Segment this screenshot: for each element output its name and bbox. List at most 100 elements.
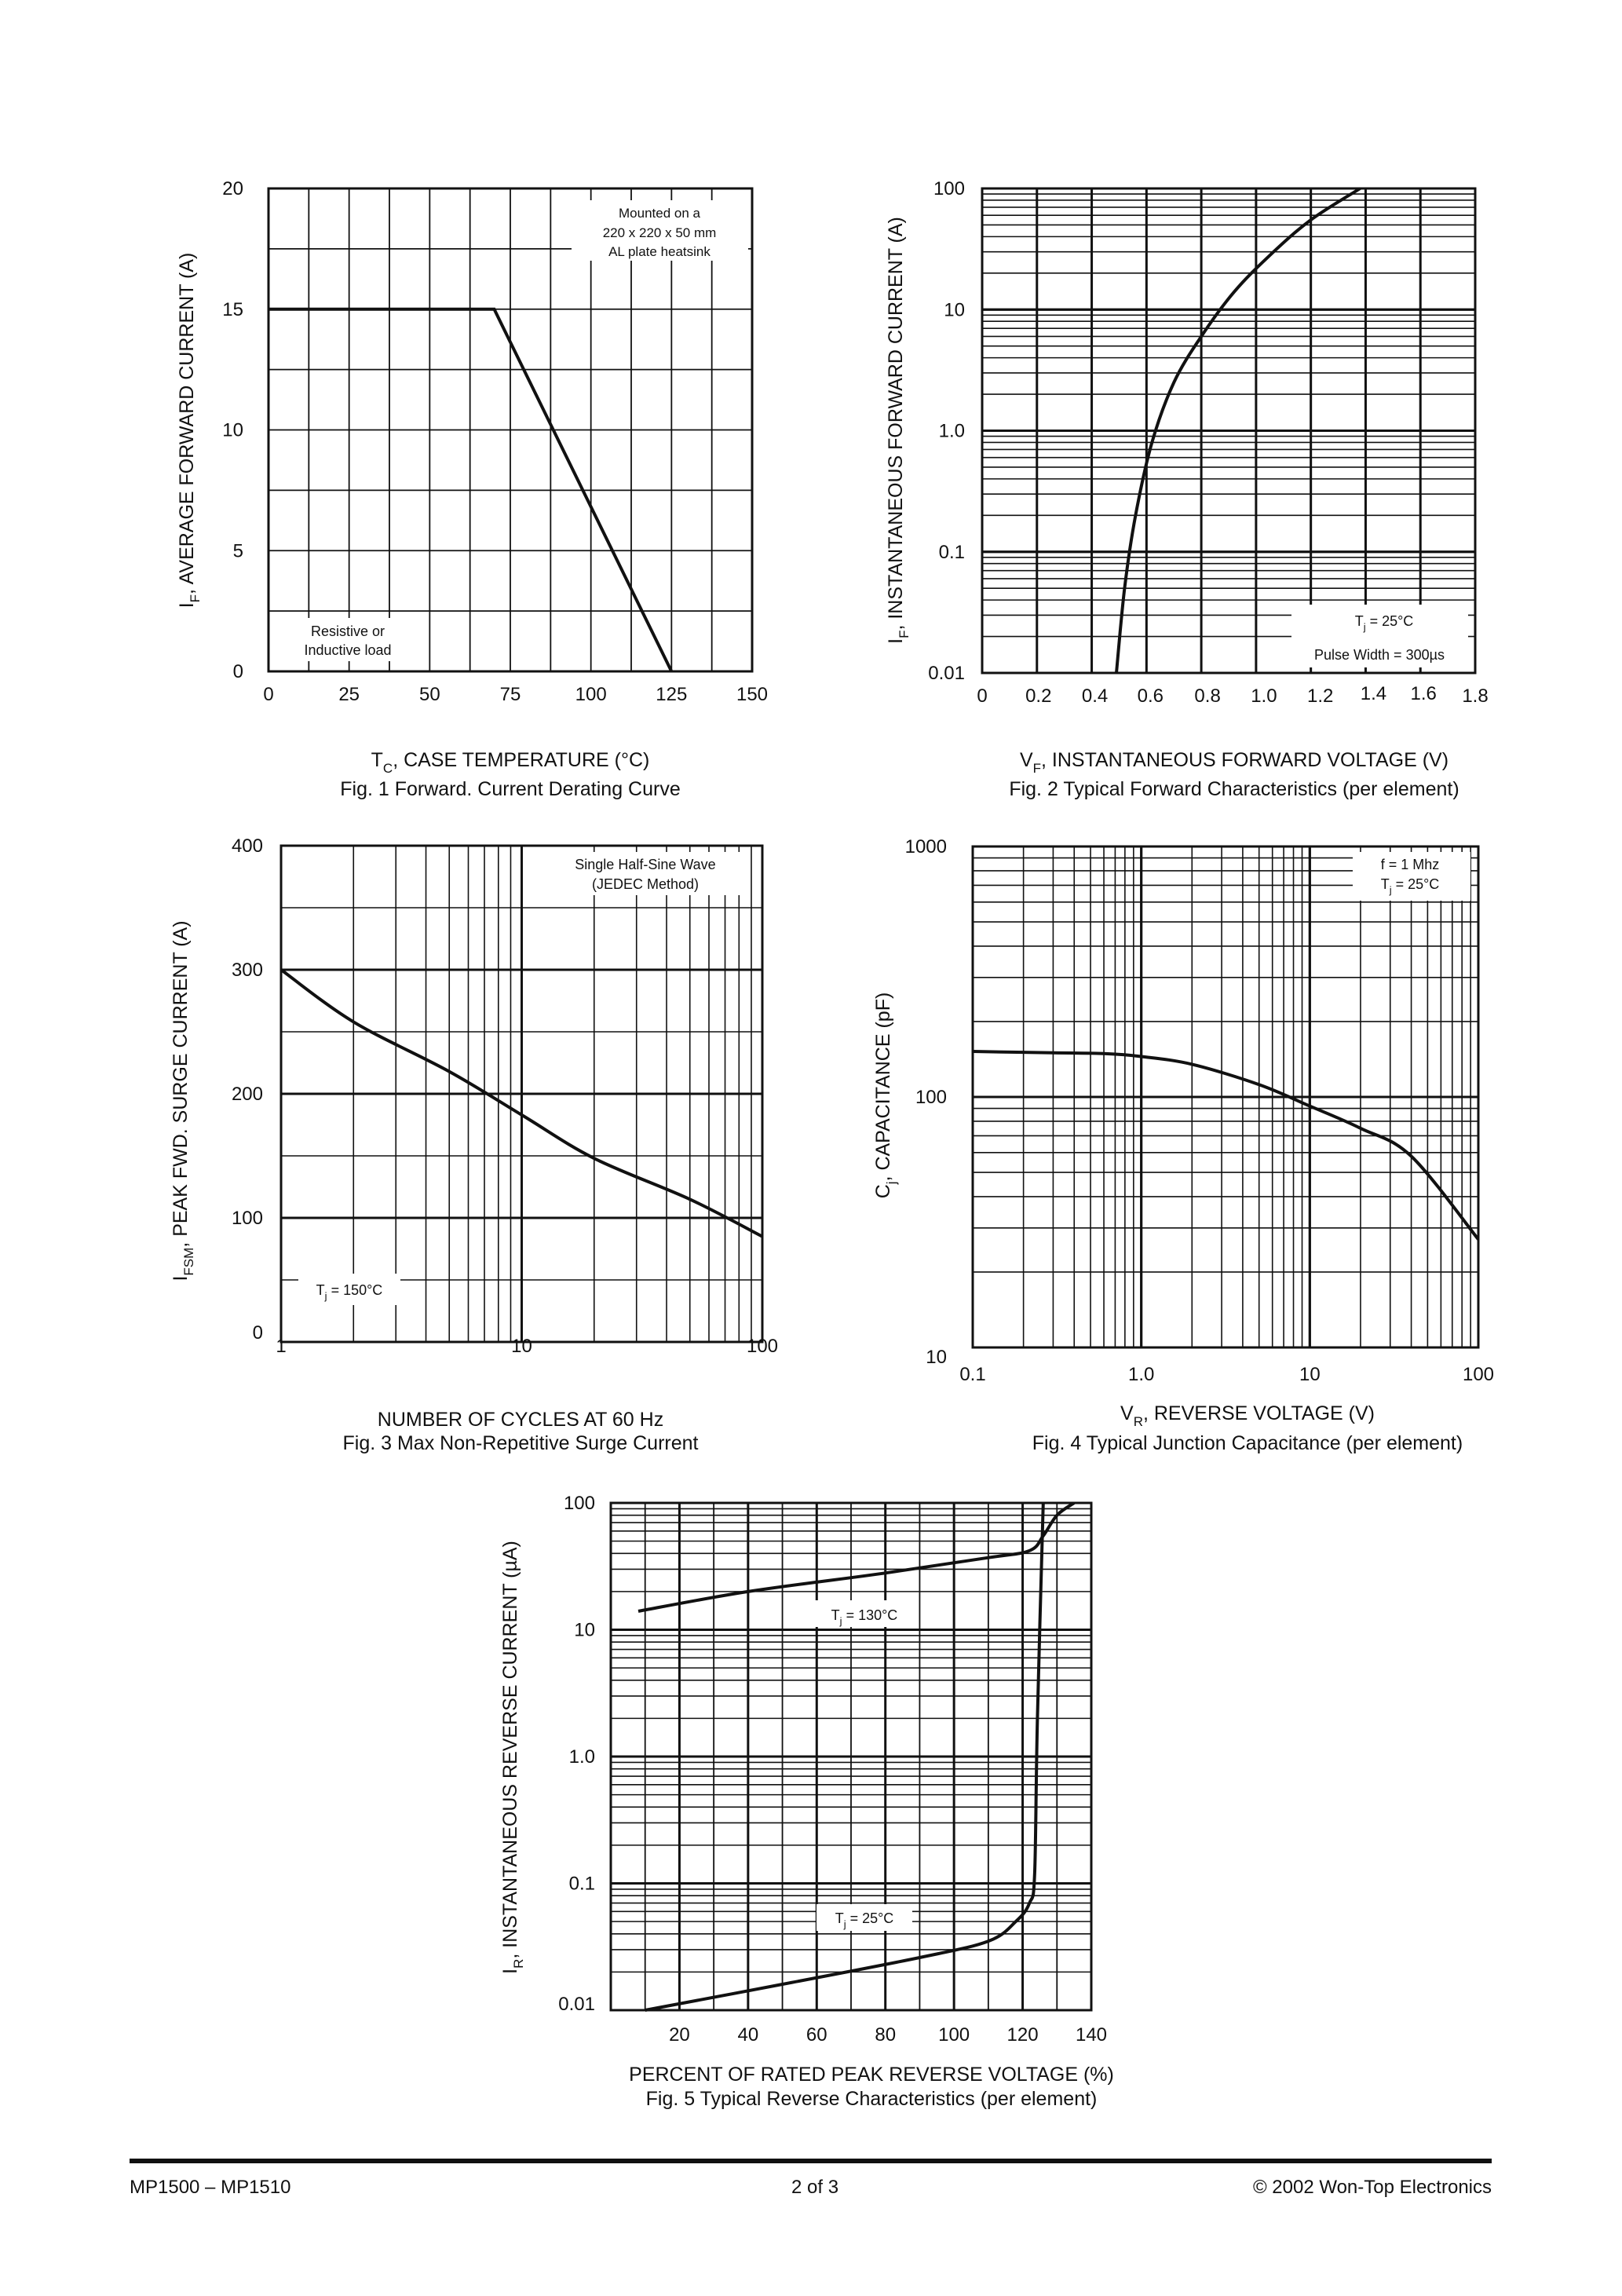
fig1-x-axis-label: TC, CASE TEMPERATURE (°C) bbox=[371, 749, 650, 776]
fig3-plot-frame bbox=[279, 844, 764, 1344]
x-tick-label: 100 bbox=[938, 2024, 970, 2046]
fig5-curve-25c bbox=[645, 1502, 1045, 2012]
x-tick-label: 0 bbox=[263, 684, 273, 705]
footer-part-number: MP1500 – MP1510 bbox=[130, 2177, 291, 2198]
fig3-y-axis-label: IFSM, PEAK FWD. SURGE CURRENT (A) bbox=[170, 920, 196, 1281]
fig4-capacitance-curve bbox=[972, 1050, 1480, 1241]
x-tick-label: 60 bbox=[806, 2024, 827, 2046]
footer-copyright: © 2002 Won-Top Electronics bbox=[1252, 2177, 1492, 2198]
y-tick-label: 10 bbox=[222, 420, 243, 441]
fig4-caption: Fig. 4 Typical Junction Capacitance (per… bbox=[1032, 1432, 1463, 1454]
y-tick-label: 10 bbox=[574, 1620, 595, 1641]
x-tick-label: 100 bbox=[1463, 1364, 1494, 1385]
y-tick-label: 100 bbox=[232, 1208, 263, 1229]
x-tick-label: 0.2 bbox=[1025, 686, 1051, 707]
x-tick-label: 25 bbox=[338, 684, 360, 705]
y-tick-label: 15 bbox=[222, 299, 243, 320]
fig5-note-25c: Tj = 25°C bbox=[835, 1910, 894, 1930]
x-tick-label: 80 bbox=[875, 2024, 896, 2046]
fig2-note-pulse: Pulse Width = 300µs bbox=[1314, 647, 1445, 663]
x-tick-label: 50 bbox=[419, 684, 440, 705]
y-tick-label: 0.01 bbox=[558, 1994, 595, 2015]
x-tick-label: 40 bbox=[738, 2024, 759, 2046]
y-tick-label: 300 bbox=[232, 960, 263, 981]
x-tick-label: 0.8 bbox=[1194, 686, 1220, 707]
y-tick-label: 1000 bbox=[905, 836, 947, 857]
fig5-x-axis-label: PERCENT OF RATED PEAK REVERSE VOLTAGE (%… bbox=[629, 2064, 1114, 2086]
fig3-caption: Fig. 3 Max Non-Repetitive Surge Current bbox=[343, 1432, 699, 1454]
x-tick-label: 120 bbox=[1007, 2024, 1039, 2046]
fig3-x-axis-label: NUMBER OF CYCLES AT 60 Hz bbox=[378, 1409, 663, 1431]
x-tick-label: 1.0 bbox=[1128, 1364, 1154, 1385]
fig5-note-130c: Tj = 130°C bbox=[831, 1607, 898, 1627]
fig1-note-bottom-2: Inductive load bbox=[304, 642, 391, 658]
x-tick-label: 100 bbox=[575, 684, 607, 705]
y-tick-label: 0.01 bbox=[928, 663, 965, 684]
y-tick-label: 10 bbox=[926, 1347, 947, 1368]
footer-rule bbox=[130, 2159, 1492, 2163]
fig2-chart: 0 0.2 0.4 0.6 0.8 1.0 1.2 1.4 1.6 1.8 0.01 0.1 1.0 10… bbox=[885, 178, 1489, 800]
fig2-note-tj: Tj = 25°C bbox=[1355, 613, 1414, 633]
fig4-note-tj: Tj = 25°C bbox=[1381, 876, 1440, 896]
x-tick-label: 1.8 bbox=[1462, 686, 1488, 707]
x-tick-label: 20 bbox=[669, 2024, 690, 2046]
y-tick-label: 1.0 bbox=[569, 1746, 595, 1768]
fig4-note-freq: f = 1 Mhz bbox=[1381, 857, 1440, 872]
x-tick-label: 0.1 bbox=[959, 1364, 985, 1385]
x-tick-label: 1.4 bbox=[1361, 683, 1386, 704]
fig4-y-axis-label: Cj, CAPACITANCE (pF) bbox=[872, 993, 899, 1199]
fig5-plot-frame bbox=[609, 1501, 1093, 2012]
y-tick-label: 5 bbox=[233, 540, 243, 561]
fig1-note-top-2: 220 x 220 x 50 mm bbox=[603, 225, 717, 240]
fig3-note-top-1: Single Half-Sine Wave bbox=[575, 857, 715, 872]
y-tick-label: 20 bbox=[222, 178, 243, 199]
fig5-caption: Fig. 5 Typical Reverse Characteristics (… bbox=[646, 2088, 1098, 2110]
fig1-y-axis-label: IF, AVERAGE FORWARD CURRENT (A) bbox=[176, 253, 203, 609]
y-tick-label: 400 bbox=[232, 835, 263, 857]
y-tick-label: 100 bbox=[933, 178, 965, 199]
x-tick-label: 1.0 bbox=[1251, 686, 1277, 707]
y-tick-label: 10 bbox=[944, 299, 965, 320]
y-tick-label: 0 bbox=[233, 661, 243, 682]
fig1-derating-curve bbox=[269, 307, 674, 672]
x-tick-label: 10 bbox=[511, 1336, 532, 1357]
fig1-note-bottom-1: Resistive or bbox=[311, 623, 385, 639]
fig3-note-top-2: (JEDEC Method) bbox=[592, 876, 699, 892]
fig2-caption: Fig. 2 Typical Forward Characteristics (… bbox=[1009, 778, 1459, 800]
fig1-note-top-1: Mounted on a bbox=[619, 206, 701, 221]
fig3-note-tj: Tj = 150°C bbox=[316, 1282, 383, 1302]
fig2-plot-frame bbox=[981, 187, 1477, 675]
y-tick-label: 100 bbox=[915, 1087, 947, 1108]
x-tick-label: 0 bbox=[977, 686, 987, 707]
fig4-chart: 0.1 1.0 10 100 10 100 1000 f = 1 Mhz Tj = 25°C… bbox=[872, 836, 1494, 1454]
fig5-curve-130c bbox=[637, 1501, 1076, 1613]
x-tick-label: 10 bbox=[1299, 1364, 1321, 1385]
x-tick-label: 125 bbox=[656, 684, 687, 705]
y-tick-label: 1.0 bbox=[939, 421, 965, 442]
fig1-caption: Fig. 1 Forward. Current Derating Curve bbox=[340, 778, 680, 800]
y-tick-label: 200 bbox=[232, 1084, 263, 1105]
x-tick-label: 140 bbox=[1076, 2024, 1107, 2046]
x-tick-label: 1.6 bbox=[1411, 683, 1437, 704]
y-tick-label: 0.1 bbox=[939, 542, 965, 563]
fig2-y-axis-label: IF, INSTANTANEOUS FORWARD CURRENT (A) bbox=[885, 217, 911, 644]
fig1-plot-frame bbox=[267, 187, 754, 673]
fig1-chart: 0 25 50 75 100 125 150 0 5 10 15 20 Mounted on a 22… bbox=[176, 178, 768, 800]
y-tick-label: 0 bbox=[253, 1322, 263, 1344]
fig3-surge-curve bbox=[279, 968, 763, 1238]
x-tick-label: 0.6 bbox=[1138, 686, 1164, 707]
fig5-chart: 20 40 60 80 100 120 140 0.01 0.1 1.0 10 100 Tj = 13… bbox=[499, 1493, 1114, 2110]
fig1-note-top-3: AL plate heatsink bbox=[608, 244, 711, 259]
fig4-plot-frame bbox=[971, 845, 1480, 1349]
x-tick-label: 0.4 bbox=[1082, 686, 1108, 707]
fig2-forward-curve bbox=[1115, 187, 1361, 674]
y-tick-label: 100 bbox=[564, 1493, 595, 1514]
y-tick-label: 0.1 bbox=[569, 1874, 595, 1895]
fig2-x-axis-label: VF, INSTANTANEOUS FORWARD VOLTAGE (V) bbox=[1020, 749, 1448, 776]
footer-page-number: 2 of 3 bbox=[791, 2177, 839, 2198]
x-tick-label: 1.2 bbox=[1307, 686, 1333, 707]
x-tick-label: 75 bbox=[500, 684, 521, 705]
fig4-x-axis-label: VR, REVERSE VOLTAGE (V) bbox=[1120, 1402, 1375, 1429]
fig5-y-axis-label: IR, INSTANTANEOUS REVERSE CURRENT (µA) bbox=[499, 1541, 526, 1974]
